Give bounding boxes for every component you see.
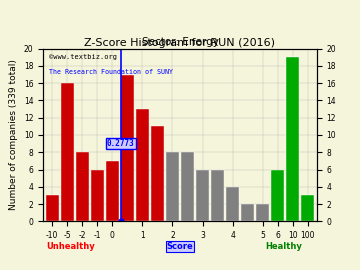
Bar (271, 170, 284, 221)
Bar (196, 170, 209, 221)
Bar (211, 170, 224, 221)
Text: 0.2773: 0.2773 (107, 139, 135, 148)
Bar (226, 187, 239, 221)
Y-axis label: Number of companies (339 total): Number of companies (339 total) (9, 60, 18, 210)
Bar (241, 204, 254, 221)
Text: Unhealthy: Unhealthy (46, 242, 95, 251)
Title: Z-Score Histogram for RUN (2016): Z-Score Histogram for RUN (2016) (85, 38, 275, 48)
Bar (106, 161, 119, 221)
Bar (301, 195, 314, 221)
Bar (136, 109, 149, 221)
Bar (286, 57, 299, 221)
Text: Healthy: Healthy (266, 242, 302, 251)
Bar (121, 75, 134, 221)
Bar (61, 83, 74, 221)
Text: ©www.textbiz.org: ©www.textbiz.org (49, 54, 117, 60)
Bar (91, 170, 104, 221)
Text: Score: Score (167, 242, 193, 251)
Bar (166, 152, 179, 221)
Text: The Research Foundation of SUNY: The Research Foundation of SUNY (49, 69, 173, 75)
Bar (76, 152, 89, 221)
Text: Sector: Energy: Sector: Energy (141, 37, 219, 47)
Bar (256, 204, 269, 221)
Bar (46, 195, 59, 221)
Bar (151, 126, 164, 221)
Bar (181, 152, 194, 221)
